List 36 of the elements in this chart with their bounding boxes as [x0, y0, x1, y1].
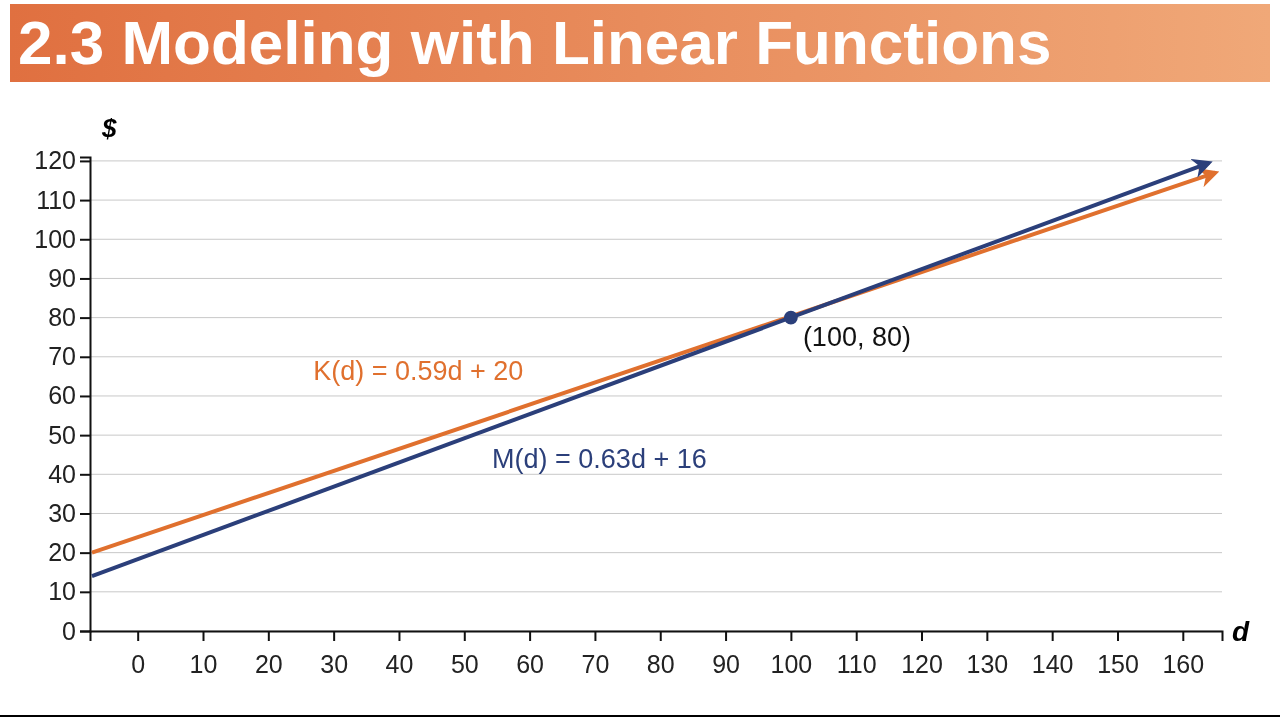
x-tick-label: 160: [1162, 649, 1205, 678]
y-tick-label: 40: [48, 459, 76, 488]
y-tick-label: 120: [34, 146, 76, 175]
x-tick-label: 50: [450, 649, 479, 678]
y-tick-label: 30: [48, 498, 76, 527]
x-tick-label: 60: [516, 649, 545, 678]
y-tick-label: 20: [48, 538, 76, 567]
y-tick-label: 90: [48, 263, 76, 292]
x-tick-label: 100: [770, 649, 813, 678]
y-tick-label: 60: [48, 381, 76, 410]
y-tick-label: 100: [34, 224, 76, 253]
y-tick-label: 50: [48, 420, 76, 449]
series-label: K(d) = 0.59d + 20: [313, 356, 524, 387]
y-tick-label: 80: [48, 303, 76, 332]
x-tick-label: 130: [966, 649, 1009, 678]
x-axis-title: d: [1232, 616, 1250, 647]
y-tick-label: 10: [48, 577, 76, 606]
y-tick-label: 70: [48, 342, 76, 371]
x-tick-label: 70: [581, 649, 610, 678]
chart-title: 2.3 Modeling with Linear Functions: [18, 8, 1052, 77]
x-tick-label: 20: [254, 649, 283, 678]
x-tick-label: 0: [131, 649, 146, 678]
y-tick-label: 110: [36, 185, 76, 214]
x-tick-label: 40: [385, 649, 414, 678]
x-tick-label: 80: [646, 649, 675, 678]
y-axis-title: $: [101, 113, 117, 143]
x-tick-label: 150: [1097, 649, 1139, 678]
x-tick-label: 30: [320, 649, 349, 678]
x-tick-label: 120: [901, 649, 943, 678]
x-tick-label: 90: [712, 649, 740, 678]
x-tick-label: 140: [1031, 649, 1074, 678]
x-tick-label: 10: [189, 649, 218, 678]
annotation: (100, 80): [802, 321, 911, 352]
y-tick-label: 0: [62, 616, 76, 645]
x-tick-label: 110: [836, 649, 877, 678]
series-label: M(d) = 0.63d + 16: [492, 444, 707, 475]
